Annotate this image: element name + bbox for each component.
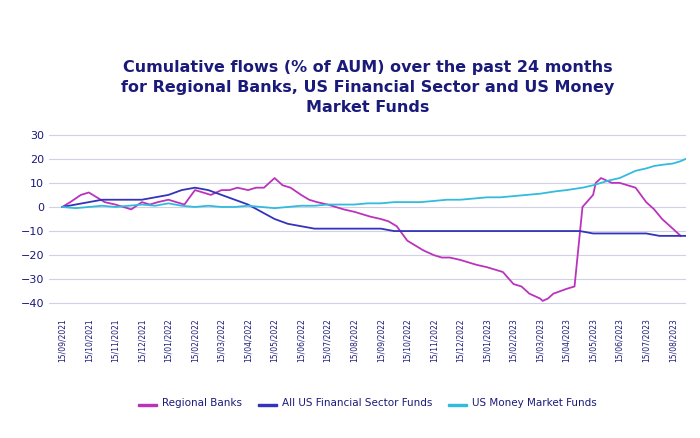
All US Financial Sector Funds: [470, 229, 478, 234]
All US Financial Sector Funds: [323, 226, 332, 231]
All US Financial Sector Funds: [217, 192, 225, 198]
All US Financial Sector Funds: [602, 231, 610, 236]
All US Financial Sector Funds: [284, 221, 292, 226]
All US Financial Sector Funds: [125, 197, 133, 202]
Regional Banks: [430, 252, 438, 258]
Title: Cumulative flows (% of AUM) over the past 24 months
for Regional Banks, US Finan: Cumulative flows (% of AUM) over the pas…: [121, 60, 614, 114]
All US Financial Sector Funds: [337, 226, 345, 231]
All US Financial Sector Funds: [496, 229, 505, 234]
All US Financial Sector Funds: [390, 229, 398, 234]
All US Financial Sector Funds: [71, 202, 80, 207]
All US Financial Sector Funds: [456, 229, 465, 234]
All US Financial Sector Funds: [416, 229, 425, 234]
All US Financial Sector Funds: [230, 197, 239, 202]
All US Financial Sector Funds: [483, 229, 491, 234]
All US Financial Sector Funds: [549, 229, 557, 234]
US Money Market Funds: [191, 204, 200, 210]
Regional Banks: [538, 298, 547, 304]
Regional Banks: [191, 187, 200, 193]
All US Financial Sector Funds: [629, 231, 637, 236]
All US Financial Sector Funds: [655, 233, 664, 238]
All US Financial Sector Funds: [522, 229, 531, 234]
All US Financial Sector Funds: [191, 185, 200, 190]
All US Financial Sector Funds: [151, 194, 160, 200]
Regional Banks: [58, 204, 66, 210]
All US Financial Sector Funds: [58, 204, 66, 210]
All US Financial Sector Funds: [244, 202, 252, 207]
All US Financial Sector Funds: [562, 229, 570, 234]
All US Financial Sector Funds: [642, 231, 650, 236]
Regional Banks: [676, 233, 685, 238]
All US Financial Sector Funds: [443, 229, 452, 234]
All US Financial Sector Funds: [85, 200, 93, 205]
Line: Regional Banks: Regional Banks: [62, 178, 680, 301]
All US Financial Sector Funds: [98, 197, 106, 202]
Regional Banks: [199, 190, 207, 195]
US Money Market Funds: [544, 190, 552, 195]
All US Financial Sector Funds: [138, 197, 146, 202]
All US Financial Sector Funds: [111, 197, 120, 202]
All US Financial Sector Funds: [430, 229, 438, 234]
All US Financial Sector Funds: [377, 226, 385, 231]
All US Financial Sector Funds: [297, 223, 305, 229]
Regional Banks: [270, 175, 279, 180]
All US Financial Sector Funds: [403, 229, 412, 234]
All US Financial Sector Funds: [257, 209, 265, 215]
US Money Market Funds: [337, 202, 345, 207]
All US Financial Sector Funds: [510, 229, 518, 234]
All US Financial Sector Funds: [575, 229, 584, 234]
Line: All US Financial Sector Funds: All US Financial Sector Funds: [62, 187, 686, 236]
Regional Banks: [631, 185, 640, 190]
Regional Banks: [279, 183, 287, 188]
US Money Market Funds: [456, 197, 465, 202]
All US Financial Sector Funds: [668, 233, 677, 238]
All US Financial Sector Funds: [270, 216, 279, 222]
All US Financial Sector Funds: [310, 226, 319, 231]
Line: US Money Market Funds: US Money Market Funds: [62, 159, 686, 208]
All US Financial Sector Funds: [615, 231, 624, 236]
All US Financial Sector Funds: [363, 226, 372, 231]
US Money Market Funds: [58, 204, 66, 210]
All US Financial Sector Funds: [589, 231, 597, 236]
All US Financial Sector Funds: [682, 233, 690, 238]
US Money Market Funds: [483, 194, 491, 200]
US Money Market Funds: [682, 156, 690, 161]
All US Financial Sector Funds: [350, 226, 358, 231]
US Money Market Funds: [71, 205, 80, 211]
Regional Banks: [419, 247, 428, 253]
US Money Market Funds: [496, 194, 505, 200]
All US Financial Sector Funds: [536, 229, 544, 234]
All US Financial Sector Funds: [164, 192, 173, 198]
All US Financial Sector Funds: [178, 187, 186, 193]
All US Financial Sector Funds: [204, 187, 213, 193]
Legend: Regional Banks, All US Financial Sector Funds, US Money Market Funds: Regional Banks, All US Financial Sector …: [134, 394, 601, 412]
